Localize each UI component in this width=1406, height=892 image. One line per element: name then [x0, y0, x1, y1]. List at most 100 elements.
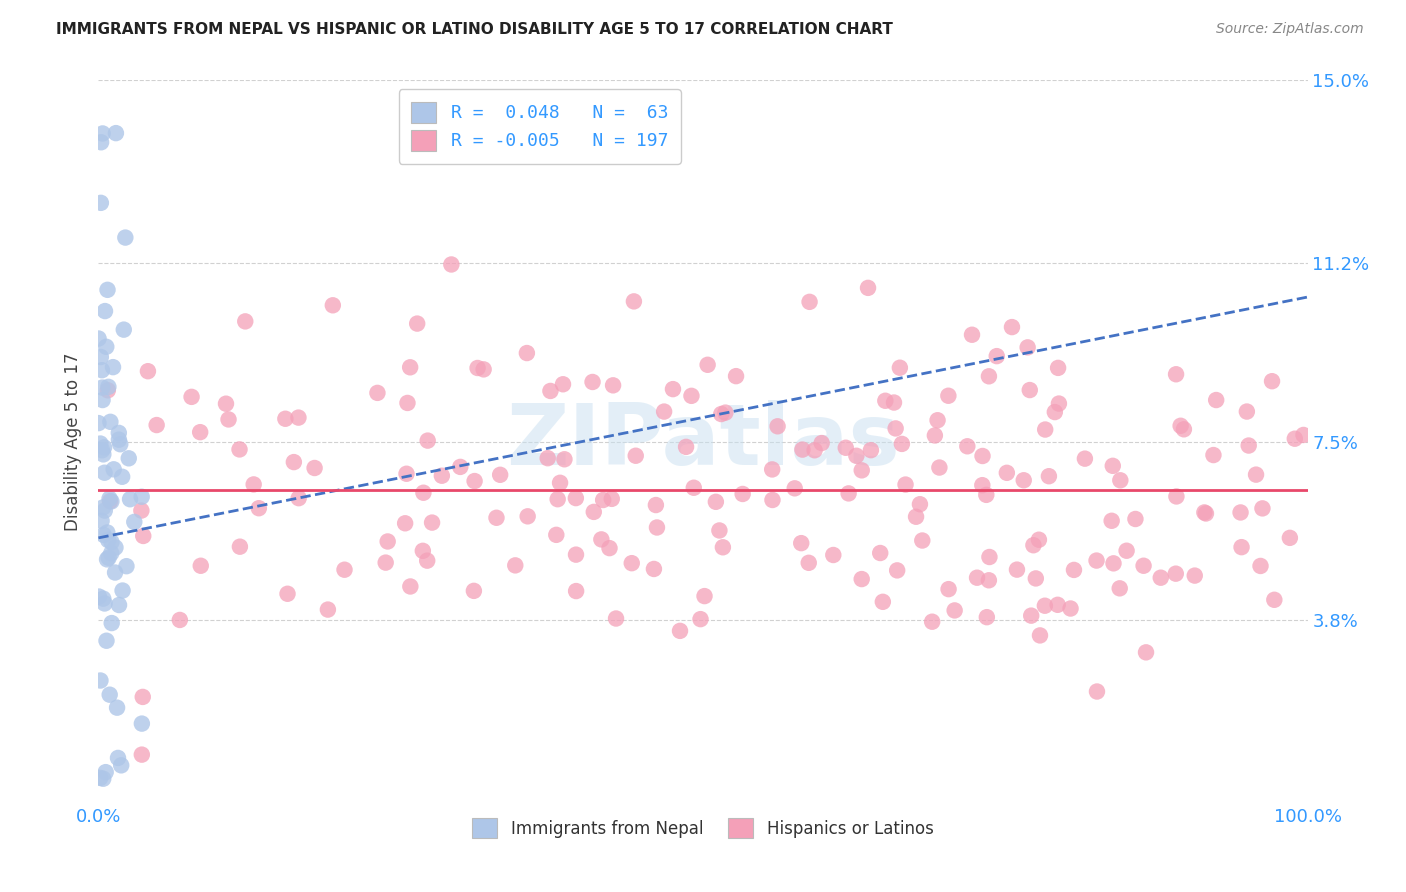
- Point: [693, 589, 716, 603]
- Point: [1025, 571, 1047, 585]
- Point: [136, 364, 159, 378]
- Point: [1125, 512, 1147, 526]
- Point: [761, 462, 783, 476]
- Point: [644, 498, 666, 512]
- Point: [859, 443, 882, 458]
- Point: [1109, 473, 1132, 487]
- Point: [1284, 432, 1306, 446]
- Point: [131, 747, 153, 762]
- Point: [972, 449, 994, 463]
- Point: [93, 528, 115, 542]
- Point: [516, 346, 538, 360]
- Point: [600, 491, 623, 506]
- Point: [1115, 543, 1137, 558]
- Point: [132, 690, 155, 704]
- Point: [1195, 507, 1218, 521]
- Point: [689, 612, 711, 626]
- Point: [725, 369, 748, 384]
- Point: [669, 624, 692, 638]
- Point: [927, 413, 949, 427]
- Point: [449, 459, 471, 474]
- Point: [1063, 563, 1085, 577]
- Point: [790, 536, 813, 550]
- Point: [100, 415, 122, 429]
- Point: [565, 584, 588, 599]
- Point: [976, 610, 998, 624]
- Point: [792, 442, 814, 457]
- Point: [100, 494, 122, 508]
- Point: [94, 503, 117, 517]
- Point: [274, 411, 297, 425]
- Point: [440, 257, 463, 271]
- Point: [977, 369, 1000, 384]
- Point: [145, 418, 167, 433]
- Point: [1012, 473, 1035, 487]
- Point: [96, 633, 118, 648]
- Point: [956, 439, 979, 453]
- Point: [710, 407, 733, 421]
- Point: [110, 758, 132, 772]
- Point: [118, 451, 141, 466]
- Point: [91, 443, 114, 458]
- Point: [131, 503, 153, 517]
- Point: [869, 546, 891, 560]
- Point: [591, 533, 613, 547]
- Point: [1046, 598, 1069, 612]
- Point: [242, 477, 264, 491]
- Point: [396, 396, 419, 410]
- Point: [1033, 423, 1056, 437]
- Point: [91, 591, 114, 606]
- Point: [472, 362, 495, 376]
- Point: [87, 416, 110, 430]
- Point: [464, 474, 486, 488]
- Point: [1028, 533, 1050, 547]
- Point: [845, 449, 868, 463]
- Point: [974, 488, 997, 502]
- Point: [97, 533, 120, 548]
- Y-axis label: Disability Age 5 to 17: Disability Age 5 to 17: [65, 352, 83, 531]
- Point: [1101, 458, 1123, 473]
- Point: [93, 441, 115, 455]
- Point: [399, 360, 422, 375]
- Point: [1074, 451, 1097, 466]
- Point: [581, 375, 603, 389]
- Point: [883, 395, 905, 409]
- Point: [682, 481, 704, 495]
- Point: [96, 525, 118, 540]
- Point: [1085, 553, 1108, 567]
- Point: [1005, 563, 1028, 577]
- Point: [704, 495, 727, 509]
- Point: [905, 509, 928, 524]
- Text: ZIPatlas: ZIPatlas: [506, 400, 900, 483]
- Point: [1102, 557, 1125, 571]
- Point: [938, 389, 960, 403]
- Point: [96, 340, 118, 354]
- Text: IMMIGRANTS FROM NEPAL VS HISPANIC OR LATINO DISABILITY AGE 5 TO 17 CORRELATION C: IMMIGRANTS FROM NEPAL VS HISPANIC OR LAT…: [56, 22, 893, 37]
- Point: [1251, 501, 1274, 516]
- Point: [620, 556, 643, 570]
- Point: [395, 467, 418, 481]
- Point: [995, 466, 1018, 480]
- Point: [420, 516, 443, 530]
- Point: [111, 469, 134, 483]
- Point: [551, 377, 574, 392]
- Point: [761, 493, 783, 508]
- Point: [377, 534, 399, 549]
- Point: [94, 765, 117, 780]
- Point: [1166, 490, 1188, 504]
- Point: [803, 443, 825, 458]
- Point: [565, 548, 588, 562]
- Point: [485, 510, 508, 524]
- Point: [412, 544, 434, 558]
- Point: [1033, 599, 1056, 613]
- Point: [98, 494, 121, 508]
- Point: [592, 493, 614, 508]
- Text: Source: ZipAtlas.com: Source: ZipAtlas.com: [1216, 22, 1364, 37]
- Point: [1164, 368, 1187, 382]
- Point: [1132, 558, 1154, 573]
- Point: [90, 514, 112, 528]
- Point: [911, 533, 934, 548]
- Point: [546, 528, 568, 542]
- Point: [1194, 505, 1216, 519]
- Point: [110, 437, 132, 451]
